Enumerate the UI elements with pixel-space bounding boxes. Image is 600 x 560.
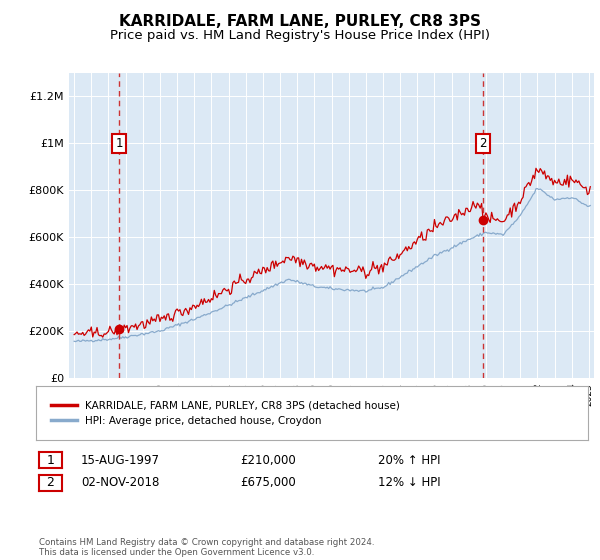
Text: 12% ↓ HPI: 12% ↓ HPI	[378, 476, 440, 489]
Text: 1: 1	[115, 137, 123, 150]
Text: KARRIDALE, FARM LANE, PURLEY, CR8 3PS: KARRIDALE, FARM LANE, PURLEY, CR8 3PS	[119, 14, 481, 29]
Text: £210,000: £210,000	[240, 454, 296, 467]
Text: 20% ↑ HPI: 20% ↑ HPI	[378, 454, 440, 467]
Text: 2: 2	[46, 476, 55, 489]
Text: 1: 1	[46, 454, 55, 467]
Text: Contains HM Land Registry data © Crown copyright and database right 2024.
This d: Contains HM Land Registry data © Crown c…	[39, 538, 374, 557]
Legend: KARRIDALE, FARM LANE, PURLEY, CR8 3PS (detached house), HPI: Average price, deta: KARRIDALE, FARM LANE, PURLEY, CR8 3PS (d…	[47, 396, 404, 430]
Text: £675,000: £675,000	[240, 476, 296, 489]
Text: 2: 2	[479, 137, 487, 150]
Text: Price paid vs. HM Land Registry's House Price Index (HPI): Price paid vs. HM Land Registry's House …	[110, 29, 490, 42]
Text: 02-NOV-2018: 02-NOV-2018	[81, 476, 160, 489]
Text: 15-AUG-1997: 15-AUG-1997	[81, 454, 160, 467]
